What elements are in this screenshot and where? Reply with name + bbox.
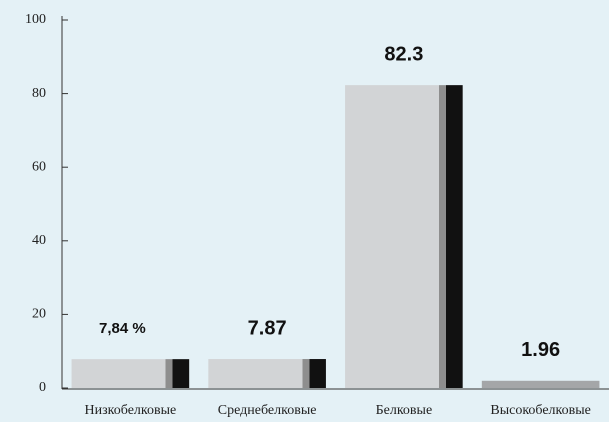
x-tick-label: Высокобелковые [490, 403, 591, 418]
value-label: 7.87 [248, 317, 287, 339]
bar [71, 359, 190, 388]
y-tick-label: 0 [39, 380, 46, 395]
x-tick-label: Белковые [376, 403, 433, 418]
y-tick-label: 20 [32, 307, 46, 322]
value-label: 82.3 [384, 43, 423, 65]
value-label: 1.96 [521, 339, 560, 361]
y-tick-label: 80 [32, 86, 46, 101]
bar [208, 359, 326, 388]
value-label: 7,84 % [99, 320, 146, 337]
bar [481, 380, 600, 388]
y-tick-label: 60 [32, 159, 46, 174]
x-tick-label: Низкобелковые [85, 403, 177, 418]
bar [345, 85, 463, 389]
y-tick-label: 100 [25, 12, 46, 27]
y-tick-label: 40 [32, 233, 46, 248]
x-tick-label: Среднебелковые [218, 403, 317, 418]
